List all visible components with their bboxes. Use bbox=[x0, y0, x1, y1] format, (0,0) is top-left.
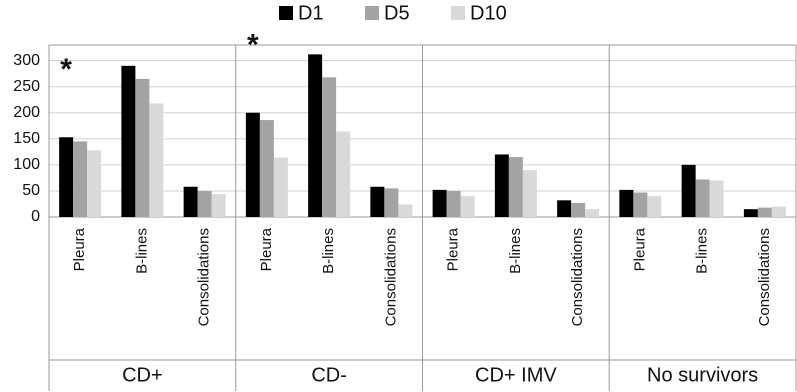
bar bbox=[557, 200, 572, 217]
y-tick-label: 50 bbox=[22, 182, 40, 199]
bar bbox=[183, 186, 198, 217]
bar bbox=[59, 137, 74, 217]
legend-label: D10 bbox=[470, 2, 507, 24]
bar bbox=[681, 164, 696, 217]
annotation: * bbox=[60, 53, 72, 86]
bar bbox=[211, 194, 226, 217]
y-tick-label: 300 bbox=[13, 52, 40, 69]
bar bbox=[370, 186, 385, 217]
bar bbox=[585, 209, 600, 217]
group-label: CD+ IMV bbox=[475, 364, 557, 386]
bar bbox=[121, 65, 136, 218]
x-tick-label: Consolidations bbox=[569, 228, 586, 326]
bar bbox=[695, 179, 710, 217]
x-tick-label: Consolidations bbox=[196, 228, 213, 326]
bar bbox=[709, 180, 724, 217]
bar bbox=[494, 154, 509, 217]
bar bbox=[647, 196, 662, 217]
bar bbox=[460, 196, 475, 217]
group-label: CD- bbox=[311, 364, 347, 386]
bar bbox=[149, 103, 164, 217]
y-tick-label: 0 bbox=[31, 208, 40, 225]
bar bbox=[432, 189, 447, 217]
bar bbox=[384, 188, 399, 217]
x-tick-label: B-lines bbox=[507, 228, 524, 274]
x-tick-label: B-lines bbox=[320, 228, 337, 274]
y-tick-label: 200 bbox=[13, 104, 40, 121]
x-tick-label: Pleura bbox=[445, 227, 462, 271]
group-label: CD+ bbox=[122, 364, 163, 386]
bar bbox=[308, 54, 323, 217]
bar bbox=[633, 192, 648, 217]
x-tick-label: B-lines bbox=[133, 228, 150, 274]
x-tick-label: B-lines bbox=[694, 228, 711, 274]
y-tick-label: 250 bbox=[13, 78, 40, 95]
bar bbox=[259, 120, 274, 217]
y-tick-label: 150 bbox=[13, 130, 40, 147]
bar bbox=[73, 141, 88, 217]
legend-swatch bbox=[279, 6, 293, 20]
x-tick-label: Consolidations bbox=[382, 228, 399, 326]
bar bbox=[446, 190, 461, 217]
group-label: No survivors bbox=[647, 364, 758, 386]
bar bbox=[197, 190, 212, 217]
bar bbox=[336, 131, 351, 217]
bar bbox=[571, 202, 586, 217]
x-tick-label: Pleura bbox=[258, 227, 275, 271]
bar bbox=[522, 170, 537, 217]
bar bbox=[771, 206, 786, 217]
x-tick-label: Pleura bbox=[71, 227, 88, 271]
bar bbox=[743, 209, 758, 217]
legend-label: D5 bbox=[384, 2, 410, 24]
x-tick-label: Pleura bbox=[631, 227, 648, 271]
legend-label: D1 bbox=[298, 2, 324, 24]
bar bbox=[135, 78, 150, 217]
bar bbox=[757, 207, 772, 217]
bar bbox=[398, 204, 413, 217]
bar bbox=[322, 77, 337, 217]
bar bbox=[87, 150, 102, 217]
bar bbox=[273, 157, 288, 217]
bar bbox=[245, 112, 260, 217]
bar bbox=[508, 157, 523, 217]
annotation: * bbox=[247, 29, 259, 62]
legend-swatch bbox=[365, 6, 379, 20]
legend-swatch bbox=[451, 6, 465, 20]
x-tick-label: Consolidations bbox=[756, 228, 773, 326]
bar bbox=[619, 189, 634, 217]
y-tick-label: 100 bbox=[13, 156, 40, 173]
